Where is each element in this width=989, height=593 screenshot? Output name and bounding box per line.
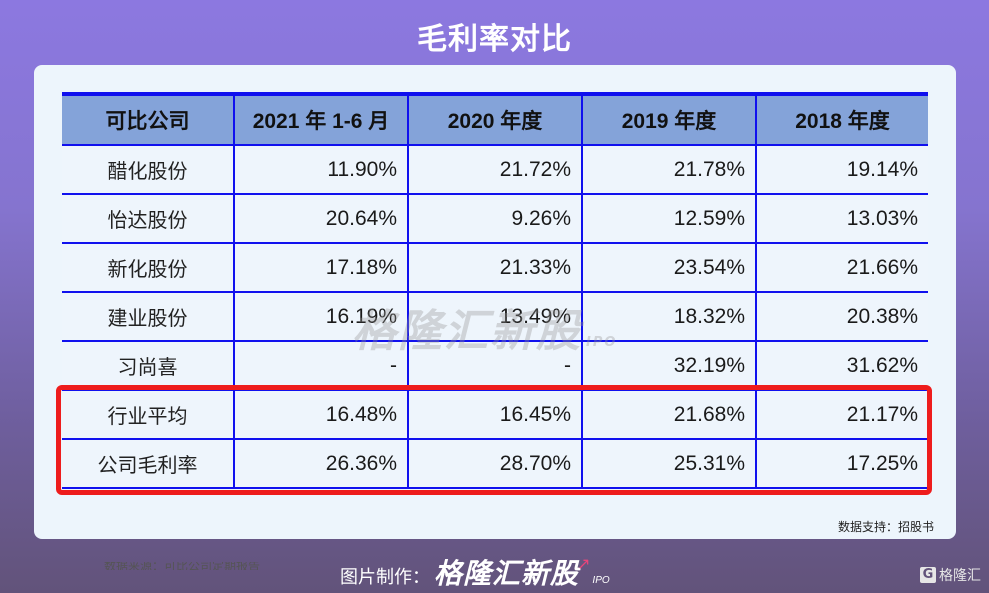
company-name: 习尚喜: [62, 340, 235, 391]
footer-label: 图片制作：: [340, 567, 430, 588]
value-cell: 21.78%: [581, 144, 757, 195]
value-cell: 16.19%: [233, 291, 409, 342]
page-title: 毛利率对比: [417, 22, 572, 57]
company-name: 怡达股份: [62, 193, 235, 244]
table-container: 可比公司 2021 年 1-6 月 2020 年度 2019 年度 2018 年…: [62, 92, 928, 489]
value-cell: 32.19%: [581, 340, 757, 391]
header-company: 可比公司: [62, 94, 235, 146]
value-cell: 16.45%: [407, 389, 583, 440]
value-cell: 26.36%: [233, 438, 409, 489]
value-cell: 21.72%: [407, 144, 583, 195]
header-2018: 2018 年度: [755, 94, 928, 146]
footer-brand: 格隆汇新股: [434, 557, 580, 590]
value-cell: 21.68%: [581, 389, 757, 440]
value-cell: 11.90%: [233, 144, 409, 195]
company-name: 醋化股份: [62, 144, 235, 195]
gross-margin-table: 可比公司 2021 年 1-6 月 2020 年度 2019 年度 2018 年…: [62, 92, 928, 489]
value-cell: 20.64%: [233, 193, 409, 244]
value-cell: 25.31%: [581, 438, 757, 489]
value-cell: 13.03%: [755, 193, 928, 244]
table-row: 醋化股份 11.90% 21.72% 21.78% 19.14%: [62, 144, 928, 195]
logo-g-icon: G: [920, 567, 936, 583]
header-2019: 2019 年度: [581, 94, 757, 146]
value-cell: 13.49%: [407, 291, 583, 342]
value-cell: 18.32%: [581, 291, 757, 342]
header-2020: 2020 年度: [407, 94, 583, 146]
value-cell: 21.17%: [755, 389, 928, 440]
table-row: 习尚喜 - - 32.19% 31.62%: [62, 340, 928, 391]
value-cell: 12.59%: [581, 193, 757, 244]
value-cell: 17.18%: [233, 242, 409, 293]
value-cell: 20.38%: [755, 291, 928, 342]
value-cell: 17.25%: [755, 438, 928, 489]
company-name: 建业股份: [62, 291, 235, 342]
company-name: 新化股份: [62, 242, 235, 293]
corner-logo: G 格隆汇: [920, 565, 981, 585]
table-row-company-margin: 公司毛利率 26.36% 28.70% 25.31% 17.25%: [62, 438, 928, 489]
logo-text: 格隆汇: [939, 568, 981, 584]
value-cell: 19.14%: [755, 144, 928, 195]
value-cell: 21.66%: [755, 242, 928, 293]
header-2021h1: 2021 年 1-6 月: [233, 94, 409, 146]
table-row-industry-average: 行业平均 16.48% 16.45% 21.68% 21.17%: [62, 389, 928, 440]
table-row: 怡达股份 20.64% 9.26% 12.59% 13.03%: [62, 193, 928, 244]
table-source-note-cropped: 数据来源：可比公司定期报告: [104, 562, 261, 570]
trend-arrow-icon: ↗: [577, 556, 591, 573]
value-cell: 9.26%: [407, 193, 583, 244]
value-cell: -: [233, 340, 409, 391]
value-cell: 23.54%: [581, 242, 757, 293]
company-name: 公司毛利率: [62, 438, 235, 489]
company-name: 行业平均: [62, 389, 235, 440]
footer-ipo: IPO: [592, 575, 610, 586]
table-row: 新化股份 17.18% 21.33% 23.54% 21.66%: [62, 242, 928, 293]
table-card: 可比公司 2021 年 1-6 月 2020 年度 2019 年度 2018 年…: [34, 65, 956, 570]
data-source-label: 数据支持：招股书: [837, 520, 934, 534]
value-cell: 31.62%: [755, 340, 928, 391]
table-header-row: 可比公司 2021 年 1-6 月 2020 年度 2019 年度 2018 年…: [62, 94, 928, 146]
value-cell: 21.33%: [407, 242, 583, 293]
footer-credit: 图片制作： 格隆汇新股 ↗ IPO: [340, 552, 610, 592]
value-cell: -: [407, 340, 583, 391]
table-row: 建业股份 16.19% 13.49% 18.32% 20.38%: [62, 291, 928, 342]
value-cell: 16.48%: [233, 389, 409, 440]
value-cell: 28.70%: [407, 438, 583, 489]
